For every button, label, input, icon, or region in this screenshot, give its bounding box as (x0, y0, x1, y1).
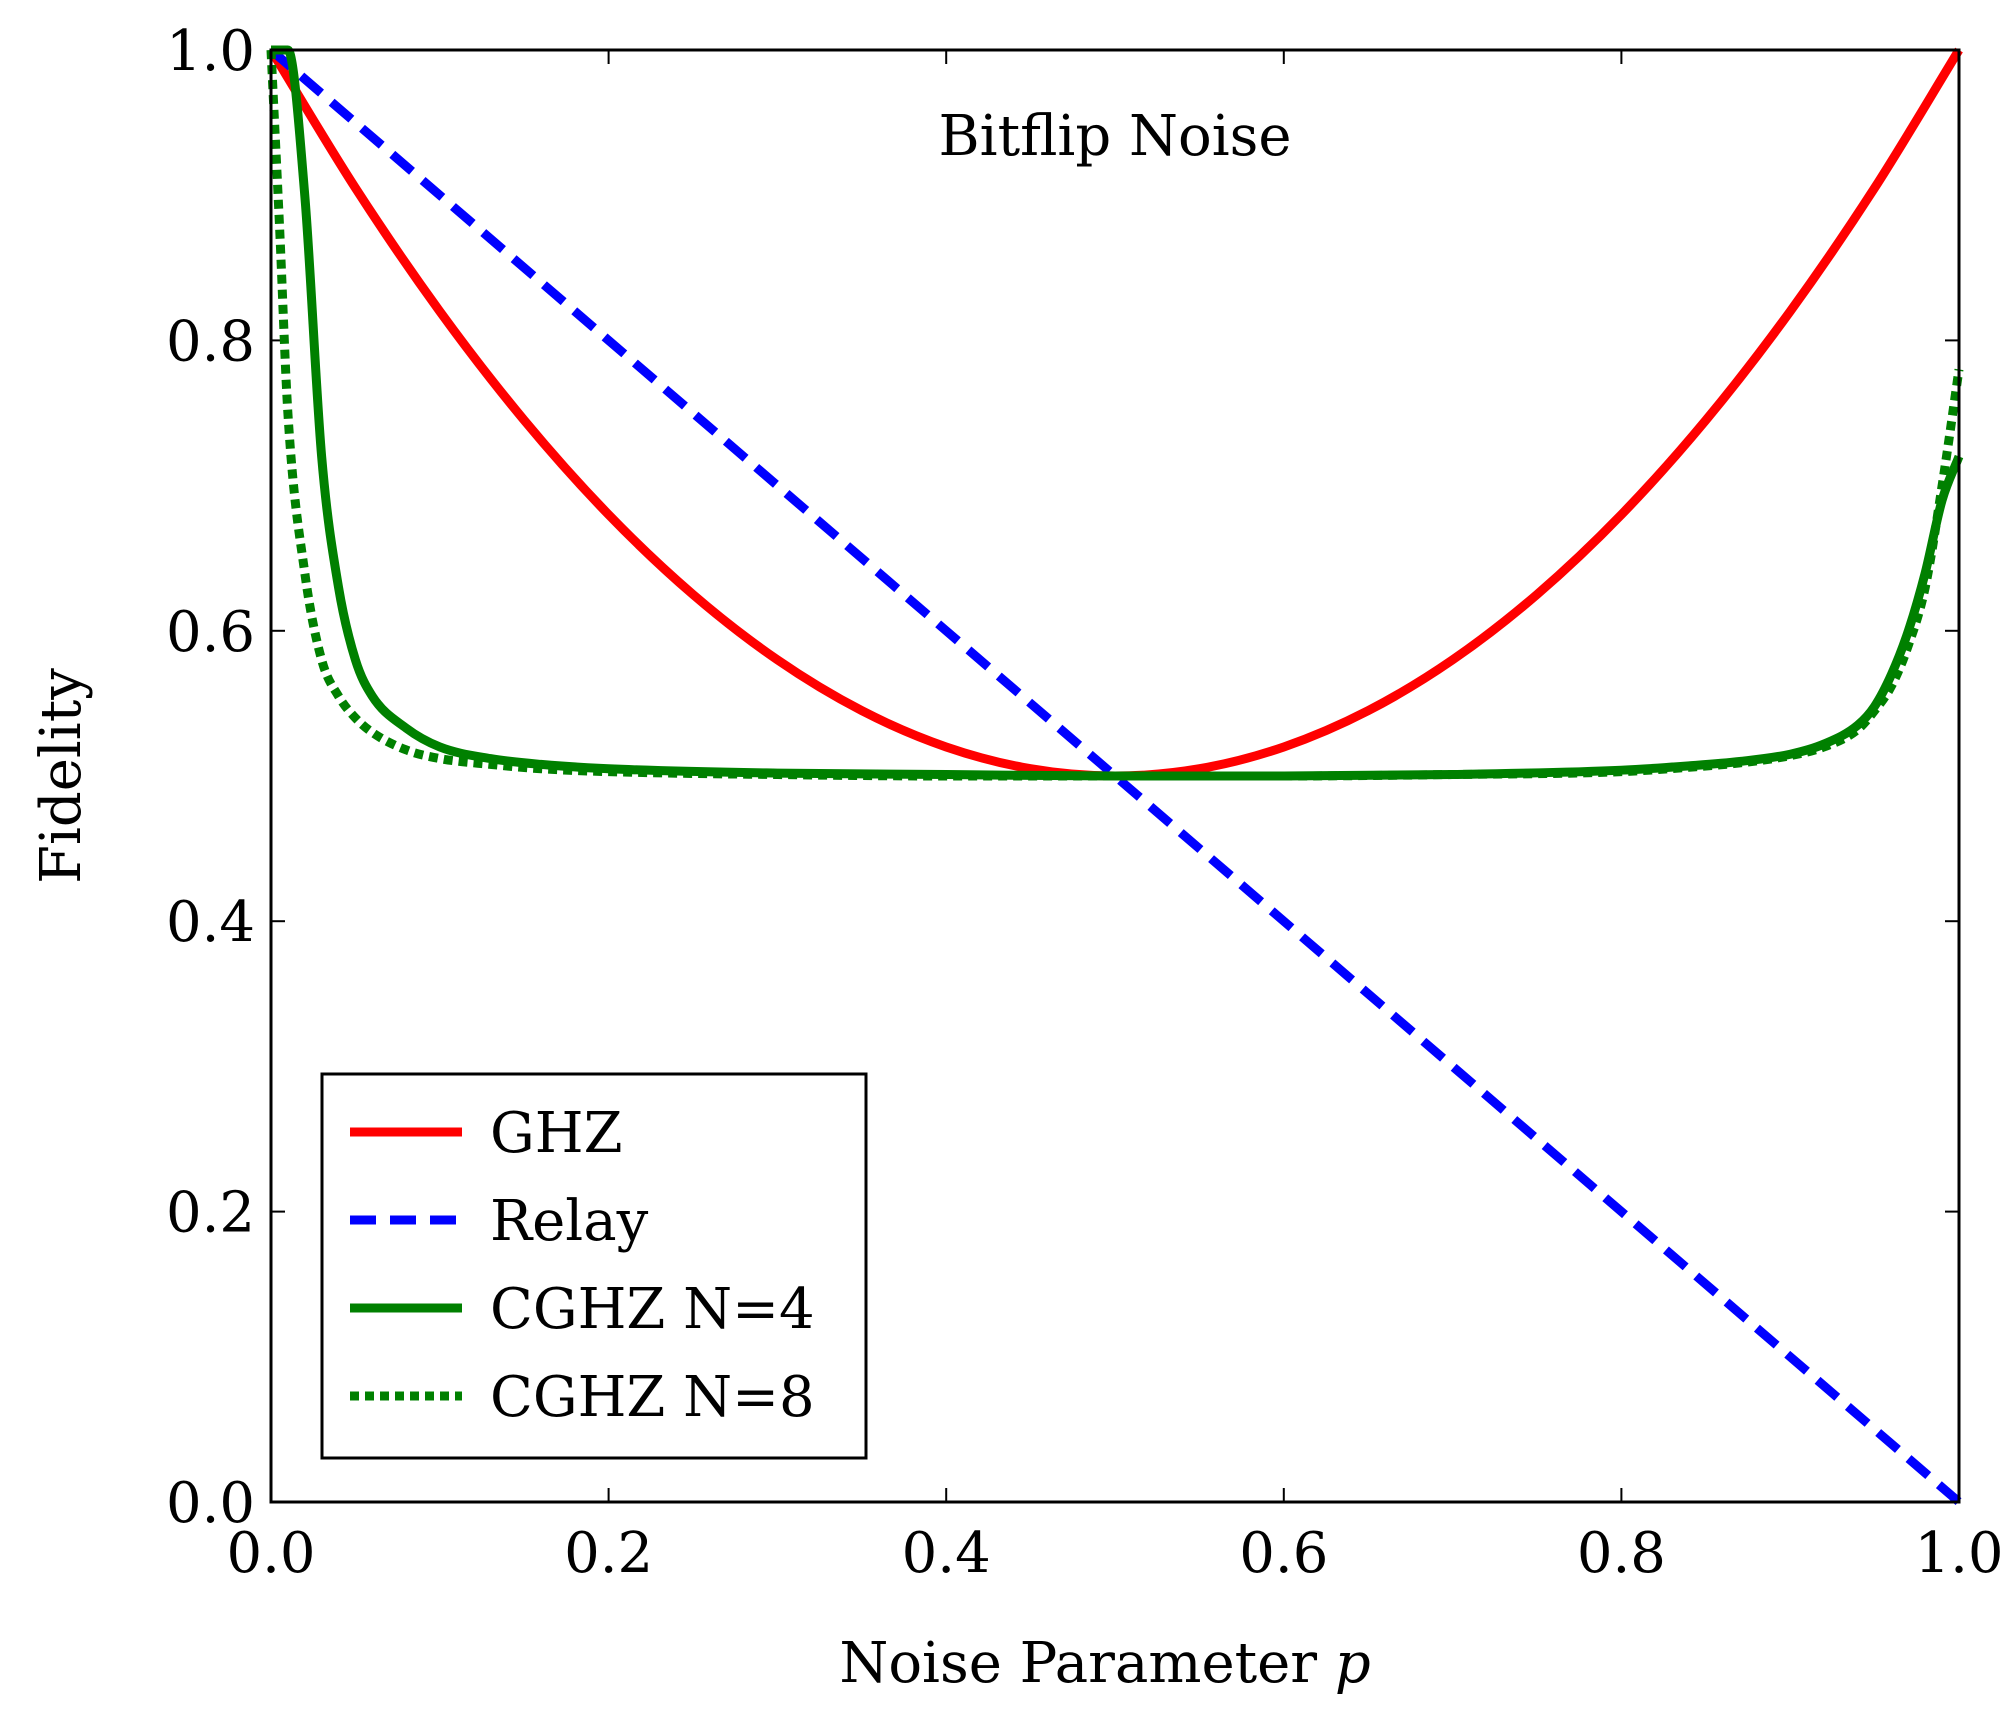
y-tick-label: 1.0 (166, 19, 255, 84)
legend-label: GHZ (490, 1101, 622, 1166)
plot-frame (269, 48, 1961, 1504)
x-tick-label: 0.8 (1577, 1521, 1666, 1586)
x-axis-title-var: p (1335, 1631, 1371, 1696)
plot-title: Bitflip Noise (939, 104, 1292, 169)
legend-label: Relay (490, 1189, 649, 1254)
y-tick-label: 0.8 (166, 309, 255, 374)
x-tick-label: 0.0 (226, 1521, 315, 1586)
series-line-cghz-n-8 (266, 49, 1964, 781)
series-line-relay (268, 46, 1962, 1506)
data-series (266, 45, 1964, 1506)
series-line-cghz-n-4 (271, 45, 1964, 781)
y-tick-label: 0.2 (166, 1181, 255, 1246)
x-axis-title-text: Noise Parameter (839, 1631, 1317, 1696)
x-tick-label: 0.2 (564, 1521, 653, 1586)
y-tick-label: 0.0 (166, 1471, 255, 1536)
legend: GHZ Relay CGHZ N=4 CGHZ N=8 (320, 1072, 868, 1460)
x-axis-title: Noise Parameter p (839, 1631, 1370, 1696)
x-tick-label: 0.4 (902, 1521, 991, 1586)
y-axis-title: Fidelity (29, 668, 94, 884)
y-tick-label: 0.6 (166, 600, 255, 665)
x-tick-label: 1.0 (1914, 1521, 2003, 1586)
y-tick-label: 0.4 (166, 890, 255, 955)
legend-label: CGHZ N=4 (490, 1277, 815, 1342)
axis-ticks: 0.0 0.2 0.4 0.6 0.8 1.0 0.0 0.2 0.4 0.6 0.8 1.0 (166, 19, 2004, 1586)
x-tick-label: 0.6 (1239, 1521, 1328, 1586)
legend-label: CGHZ N=8 (490, 1365, 815, 1430)
